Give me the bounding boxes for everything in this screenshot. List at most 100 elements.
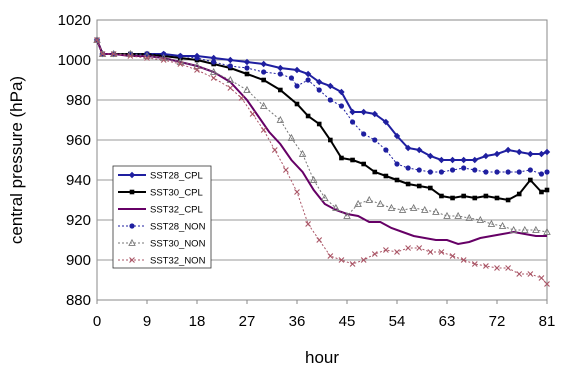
data-point (387, 203, 396, 211)
data-point (211, 59, 217, 65)
data-point (305, 113, 311, 119)
data-point (405, 181, 411, 187)
data-point (505, 265, 511, 271)
data-point (244, 65, 250, 71)
data-point (316, 78, 323, 86)
data-point (349, 108, 356, 116)
data-point (177, 61, 184, 67)
data-point (472, 195, 478, 201)
data-point (194, 67, 200, 73)
data-point (521, 225, 529, 233)
x-tick-label: 0 (93, 313, 101, 330)
data-point (404, 144, 412, 152)
data-point (483, 169, 489, 175)
y-tick-label: 980 (66, 92, 91, 109)
data-point (259, 101, 268, 109)
data-point (398, 205, 407, 213)
data-point (443, 211, 451, 219)
x-tick-label: 27 (239, 313, 256, 330)
data-point (494, 265, 500, 271)
data-point (450, 195, 455, 201)
data-point (209, 67, 218, 75)
data-point (276, 115, 285, 123)
data-point (439, 193, 444, 199)
legend-entry: SST28_CPL (118, 171, 203, 182)
data-point (532, 225, 540, 233)
x-tick-label: 63 (439, 313, 456, 330)
data-point (516, 271, 523, 277)
data-point (516, 191, 522, 197)
data-point (304, 70, 312, 78)
x-axis-title: hour (305, 348, 339, 367)
legend-entry: SST32_NON (118, 256, 206, 267)
data-point (338, 88, 345, 96)
data-point (394, 177, 400, 183)
data-point (99, 51, 106, 57)
data-point (210, 75, 217, 81)
data-point (278, 87, 283, 93)
data-point (394, 161, 400, 167)
data-point (360, 108, 367, 116)
data-point (372, 137, 378, 143)
data-point (416, 167, 422, 173)
legend-entry: SST30_CPL (118, 188, 203, 199)
data-point (129, 189, 135, 195)
data-point (460, 156, 467, 164)
data-point (421, 205, 429, 213)
y-tick-label: 1000 (58, 52, 91, 69)
data-point (471, 156, 478, 164)
data-point (327, 253, 334, 259)
legend-entry: SST32_CPL (118, 205, 203, 216)
data-point (194, 55, 200, 61)
data-point (261, 69, 267, 75)
data-point (527, 167, 533, 173)
data-point (454, 211, 462, 219)
data-point (243, 58, 251, 66)
data-point (298, 149, 307, 157)
data-point (277, 71, 283, 77)
data-point (538, 150, 545, 158)
data-point (372, 169, 378, 175)
data-point (438, 249, 445, 255)
data-point (243, 85, 251, 93)
data-point (509, 225, 518, 233)
legend-label: SST30_CPL (150, 188, 203, 199)
data-point (371, 251, 378, 257)
data-point (427, 152, 434, 160)
data-point (516, 148, 523, 156)
data-point (544, 281, 550, 287)
data-point (328, 137, 333, 143)
data-point (483, 193, 489, 199)
series-line (96, 39, 548, 233)
y-tick-label: 900 (66, 252, 91, 269)
data-point (93, 35, 101, 43)
data-point (472, 167, 478, 173)
data-point (376, 199, 385, 207)
data-point (493, 150, 501, 158)
series-sst32-non (94, 37, 550, 287)
data-point (428, 185, 433, 191)
x-tick-label: 54 (389, 313, 406, 330)
data-point (350, 157, 355, 163)
data-point (160, 57, 167, 63)
data-point (487, 219, 496, 227)
data-point (516, 169, 522, 175)
data-point (405, 245, 411, 251)
data-point (438, 156, 445, 164)
x-tick-label: 36 (289, 313, 306, 330)
data-point (527, 150, 534, 158)
data-point (288, 75, 295, 81)
data-point (527, 271, 534, 277)
legend-entry: SST30_NON (118, 239, 206, 250)
data-point (327, 82, 334, 90)
data-point (498, 221, 507, 229)
x-tick-label: 45 (339, 313, 356, 330)
data-point (543, 148, 551, 156)
data-point (338, 257, 345, 263)
data-point (238, 95, 245, 101)
data-point (416, 146, 423, 154)
data-point (339, 155, 344, 161)
data-point (543, 227, 551, 235)
data-point (271, 147, 278, 153)
